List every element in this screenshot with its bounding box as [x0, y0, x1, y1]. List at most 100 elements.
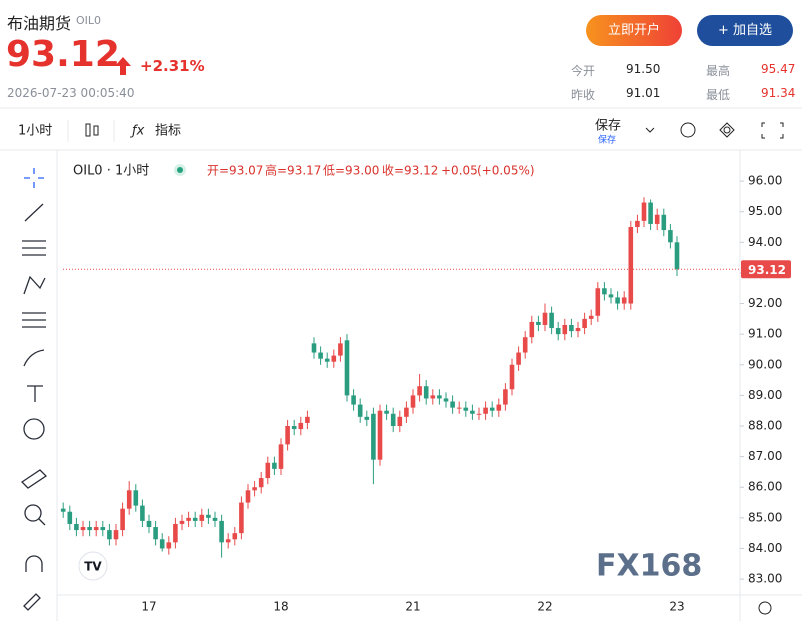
candle-body [509, 364, 515, 390]
watermark: FX168 [596, 549, 702, 584]
candle-body [516, 352, 521, 365]
candle-body [324, 358, 330, 362]
candle-body [357, 404, 363, 417]
y-tick-label: 92.00 [748, 296, 782, 310]
candle-body [199, 514, 205, 521]
ohlc-legend: +0.05 [441, 164, 478, 178]
ohlc-legend: 低=93.00 [323, 164, 379, 178]
candle-body [668, 230, 673, 243]
candle-body [621, 297, 627, 304]
candle-body [384, 410, 389, 414]
tv-logo-mark: TV [84, 560, 102, 574]
candle-body [225, 539, 231, 543]
candle-body [285, 426, 290, 445]
candle-body [529, 321, 535, 338]
x-tick-label: 18 [273, 600, 288, 614]
title: 布油期货 [7, 14, 72, 33]
candle-body [569, 324, 574, 332]
x-tick-label: 17 [141, 600, 156, 614]
candle-body [562, 324, 568, 335]
candle-body [404, 407, 409, 417]
indicator[interactable]: 指标 [155, 124, 181, 139]
candle-body [166, 542, 172, 549]
stat-value: 95.47 [761, 62, 796, 76]
candle-body [450, 401, 455, 408]
interval[interactable]: 1小时 [18, 124, 52, 139]
watchlist-button[interactable]: + 加自选 [697, 15, 793, 46]
candle-body [371, 413, 376, 460]
settings-icon[interactable] [758, 601, 772, 615]
y-tick-label: 91.00 [748, 327, 782, 341]
candle-body [575, 328, 581, 332]
code: OIL0 [76, 14, 102, 27]
candle-body [463, 407, 469, 411]
candle-body [305, 416, 310, 423]
candle-body [641, 202, 647, 221]
candle-body [107, 530, 112, 540]
candle-body [489, 407, 495, 411]
price: 93.12 [6, 34, 120, 75]
candle-body [648, 202, 653, 224]
candle-body [291, 426, 297, 430]
candle-body [93, 527, 99, 531]
candle-body [80, 527, 86, 531]
y-tick-label: 85.00 [748, 510, 782, 524]
open-account-button[interactable]: 立即开户 [586, 15, 682, 46]
ohlc-legend: 开=93.07 [207, 164, 263, 178]
toolbar-icons [67, 120, 784, 142]
candle-body [437, 395, 442, 399]
candle-body [272, 462, 277, 469]
timestamp: 2026-07-23 00:05:40 [7, 86, 135, 100]
candle-body [344, 340, 350, 396]
up-arrow [115, 57, 131, 75]
candle-body [298, 422, 304, 430]
candle-body [443, 398, 449, 402]
candle-body [100, 527, 106, 531]
stat-value: 91.01 [626, 86, 661, 100]
y-tick-label: 84.00 [748, 541, 782, 555]
y-tick-label: 96.00 [748, 174, 782, 188]
candle-body [615, 297, 620, 304]
candle-body [74, 523, 79, 531]
candle-body [410, 395, 416, 408]
candle-body [555, 328, 561, 335]
candle-body [476, 413, 482, 415]
stat-label: 今开 [571, 64, 596, 78]
candle-body [67, 511, 73, 524]
ohlc-legend: 高=93.17 [265, 163, 321, 178]
candle-body [140, 505, 145, 521]
last-price-box [741, 260, 791, 279]
candle-body [192, 517, 198, 521]
ohlc-legend: (+0.05%) [477, 164, 535, 178]
candle-body [536, 321, 541, 325]
candle-body [549, 312, 554, 329]
ohlc-legend: 收=93.12 [382, 164, 438, 178]
y-tick-label: 83.00 [748, 572, 782, 586]
candle-body [219, 520, 224, 543]
status-dot [177, 167, 183, 173]
candle-body [417, 386, 422, 396]
candle-body [483, 407, 488, 414]
candle-body [331, 355, 337, 362]
candle-body [60, 508, 66, 512]
save[interactable]: 保存 [595, 119, 621, 134]
candle-body [456, 407, 462, 409]
candle-body [252, 487, 257, 491]
candle-body [179, 520, 185, 524]
candle-body [588, 315, 594, 319]
candle-body [496, 404, 502, 411]
candle-body [206, 514, 211, 518]
candle-body [595, 288, 601, 316]
candle-body [390, 413, 396, 427]
candle-body [239, 502, 244, 534]
candle-body [503, 389, 508, 405]
fx-icon: ƒx [129, 124, 145, 139]
candle-body [364, 416, 370, 420]
y-tick-label: 88.00 [748, 419, 782, 433]
drawing-tools [20, 168, 48, 611]
candle-body [126, 490, 132, 509]
candle-body [423, 386, 429, 399]
candle-body [470, 410, 475, 414]
stat-label: 最高 [706, 64, 731, 78]
